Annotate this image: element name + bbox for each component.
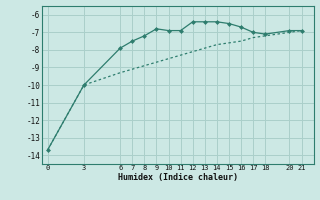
X-axis label: Humidex (Indice chaleur): Humidex (Indice chaleur) [118,173,237,182]
